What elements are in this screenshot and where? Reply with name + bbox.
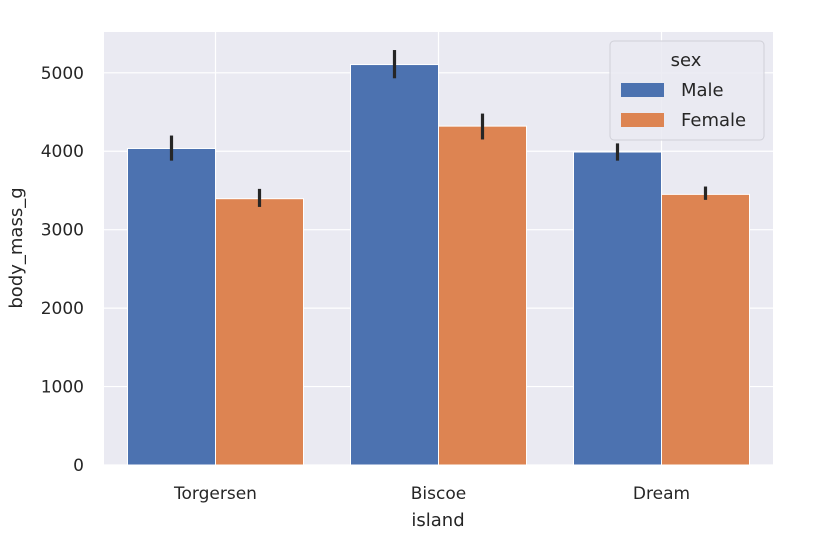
y-tick-label: 0 — [73, 456, 84, 476]
legend-label-male: Male — [681, 80, 724, 101]
bars — [127, 64, 750, 466]
legend-title: sex — [671, 50, 702, 71]
bar-female-dream — [661, 193, 750, 466]
y-axis-label: body_mass_g — [6, 187, 27, 308]
legend-label-female: Female — [681, 110, 746, 131]
bar-male-torgersen — [127, 147, 216, 466]
y-axis: 0 1000 2000 3000 4000 5000 — [41, 64, 84, 476]
y-tick-label: 3000 — [41, 221, 84, 241]
bar-male-biscoe — [350, 64, 439, 466]
error-bars — [169, 50, 708, 207]
legend: sex Male Female — [609, 40, 765, 141]
x-tick-label: Biscoe — [411, 484, 466, 504]
bar-male-dream — [573, 151, 662, 466]
legend-swatch-male — [621, 83, 664, 97]
y-tick-label: 1000 — [41, 378, 84, 398]
y-tick-label: 5000 — [41, 64, 84, 84]
x-tick-label: Torgersen — [173, 484, 257, 504]
x-axis-label: island — [411, 510, 464, 531]
legend-swatch-female — [621, 113, 664, 127]
y-tick-label: 2000 — [41, 299, 84, 319]
x-tick-label: Dream — [633, 484, 690, 504]
x-axis: Torgersen Biscoe Dream — [173, 484, 690, 504]
bar-female-torgersen — [215, 198, 304, 466]
y-tick-label: 4000 — [41, 142, 84, 162]
bar-female-biscoe — [438, 125, 527, 466]
